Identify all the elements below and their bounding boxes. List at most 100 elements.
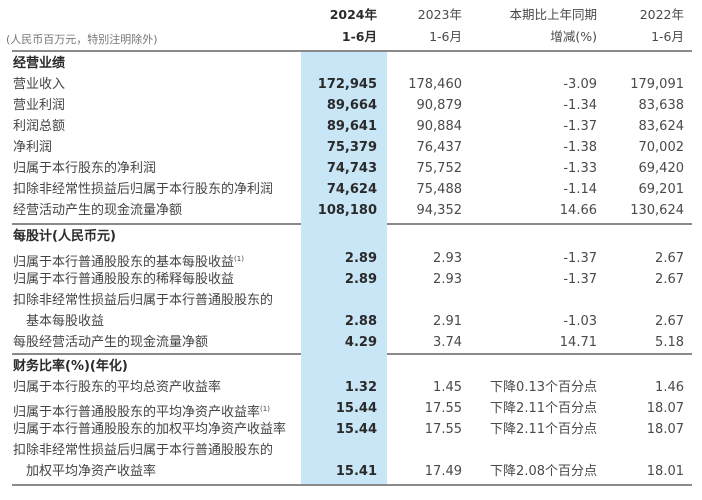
value-2022: 179,091 [630, 77, 684, 92]
table-row: 归属于本行普通股股东的加权平均净资产收益率 15.44 17.55 下降2.11… [0, 419, 702, 441]
value-change: -1.37 [563, 251, 597, 266]
row-label: 扣除非经常性损益后归属于本行普通股股东的 [13, 293, 274, 308]
table-row-label-line1: 扣除非经常性损益后归属于本行普通股股东的 [0, 440, 702, 462]
section-title: 每股计(人民币元) [13, 229, 116, 244]
col-header-2023-line2: 1-6月 [429, 29, 462, 44]
col-header-2022-line1: 2022年 [639, 7, 684, 22]
value-2023: 178,460 [408, 77, 462, 92]
value-2022: 18.07 [646, 401, 684, 416]
value-2023: 75,488 [416, 182, 463, 197]
value-2023: 2.93 [433, 251, 462, 266]
value-2024: 172,945 [317, 77, 377, 92]
table-row: 归属于本行普通股股东的稀释每股收益 2.89 2.93 -1.37 2.67 [0, 269, 702, 291]
value-2023: 2.91 [433, 314, 462, 329]
row-label: 扣除非经常性损益后归属于本行普通股股东的 [13, 443, 274, 458]
value-change: 下降2.11个百分点 [490, 401, 597, 416]
value-2023: 3.74 [433, 335, 462, 350]
col-header-2024-line1: 2024年 [329, 7, 377, 22]
table-row: 归属于本行股东的净利润 74,743 75,752 -1.33 69,420 [0, 158, 702, 180]
value-change: -1.38 [563, 140, 597, 155]
value-2023: 17.55 [424, 401, 462, 416]
value-change: 下降2.08个百分点 [490, 464, 597, 479]
col-header-change-line1: 本期比上年同期 [509, 7, 597, 22]
value-2022: 130,624 [630, 203, 684, 218]
value-2024: 15.41 [335, 464, 377, 479]
value-2022: 69,420 [638, 161, 685, 176]
value-2023: 94,352 [416, 203, 463, 218]
table-row: 每股经营活动产生的现金流量净额 4.29 3.74 14.71 5.18 [0, 332, 702, 354]
value-2024: 2.89 [344, 272, 377, 287]
row-label: 营业收入 [13, 77, 66, 92]
value-2022: 2.67 [655, 251, 684, 266]
table-row: 加权平均净资产收益率 15.41 17.49 下降2.08个百分点 18.01 [0, 461, 702, 483]
value-2024: 2.89 [344, 251, 377, 266]
value-2024: 15.44 [335, 401, 377, 416]
value-2022: 83,638 [638, 98, 685, 113]
section-title: 经营业绩 [13, 56, 66, 71]
row-label: 归属于本行股东的平均总资产收益率 [13, 380, 222, 395]
value-2022: 18.07 [646, 422, 684, 437]
section-rule-right [387, 223, 692, 225]
row-label: 经营活动产生的现金流量净额 [13, 203, 183, 218]
row-label: 归属于本行普通股股东的稀释每股收益 [13, 272, 235, 287]
section-rule-right [387, 353, 692, 355]
value-2024: 75,379 [326, 140, 377, 155]
row-label: 归属于本行股东的净利润 [13, 161, 157, 176]
row-label: 利润总额 [13, 119, 66, 134]
value-change: 下降2.11个百分点 [490, 422, 597, 437]
header-rule [12, 50, 391, 52]
value-change: 下降0.13个百分点 [490, 380, 597, 395]
table-row: 营业收入 172,945 178,460 -3.09 179,091 [0, 74, 702, 96]
value-change: -3.09 [563, 77, 597, 92]
value-2022: 70,002 [638, 140, 685, 155]
value-2022: 1.46 [655, 380, 684, 395]
value-2022: 83,624 [638, 119, 685, 134]
section-title: 财务比率(%)(年化) [13, 359, 128, 374]
value-2023: 90,879 [416, 98, 463, 113]
value-2024: 15.44 [335, 422, 377, 437]
value-2022: 2.67 [655, 272, 684, 287]
col-header-change-line2: 增减(%) [550, 29, 597, 44]
row-label-continued: 基本每股收益 [26, 314, 105, 329]
table-row: 归属于本行普通股股东的基本每股收益(1) 2.89 2.93 -1.37 2.6… [0, 248, 702, 270]
value-2024: 108,180 [317, 203, 377, 218]
table-row-label-line1: 扣除非经常性损益后归属于本行普通股股东的 [0, 290, 702, 312]
value-change: -1.37 [563, 119, 597, 134]
row-label: 归属于本行普通股股东的平均净资产收益率(1) [13, 405, 270, 420]
col-header-2023-line1: 2023年 [417, 7, 462, 22]
value-change: -1.37 [563, 272, 597, 287]
value-2023: 1.45 [433, 380, 462, 395]
value-change: 14.71 [559, 335, 597, 350]
table-row: 扣除非经常性损益后归属于本行股东的净利润 74,624 75,488 -1.14… [0, 179, 702, 201]
value-change: -1.14 [563, 182, 597, 197]
footnote-marker: (1) [234, 255, 244, 263]
row-label-continued: 加权平均净资产收益率 [26, 464, 157, 479]
row-label: 每股经营活动产生的现金流量净额 [13, 335, 209, 350]
row-label: 扣除非经常性损益后归属于本行股东的净利润 [13, 182, 274, 197]
section-title-row: 财务比率(%)(年化) [0, 356, 702, 378]
value-2024: 2.88 [344, 314, 377, 329]
col-header-2022-line2: 1-6月 [651, 29, 684, 44]
value-2023: 75,752 [416, 161, 463, 176]
header-rule-right [387, 50, 692, 52]
table-row: 基本每股收益 2.88 2.91 -1.03 2.67 [0, 311, 702, 333]
value-2024: 89,641 [326, 119, 377, 134]
section-rule [12, 223, 301, 225]
row-label: 归属于本行普通股股东的加权平均净资产收益率 [13, 422, 287, 437]
value-2022: 18.01 [646, 464, 684, 479]
value-2023: 2.93 [433, 272, 462, 287]
section-title-row: 每股计(人民币元) [0, 226, 702, 248]
table-row: 经营活动产生的现金流量净额 108,180 94,352 14.66 130,6… [0, 200, 702, 222]
value-2024: 74,624 [326, 182, 377, 197]
value-2023: 17.55 [424, 422, 462, 437]
row-label: 归属于本行普通股股东的基本每股收益(1) [13, 255, 244, 270]
value-2024: 1.32 [344, 380, 377, 395]
value-2023: 17.49 [424, 464, 462, 479]
value-2023: 76,437 [416, 140, 463, 155]
table-row: 营业利润 89,664 90,879 -1.34 83,638 [0, 95, 702, 117]
value-change: 14.66 [559, 203, 597, 218]
footnote-marker: (1) [260, 405, 270, 413]
value-2024: 74,743 [326, 161, 377, 176]
table-row: 归属于本行股东的平均总资产收益率 1.32 1.45 下降0.13个百分点 1.… [0, 377, 702, 399]
highlight-column-2024 [301, 51, 387, 484]
